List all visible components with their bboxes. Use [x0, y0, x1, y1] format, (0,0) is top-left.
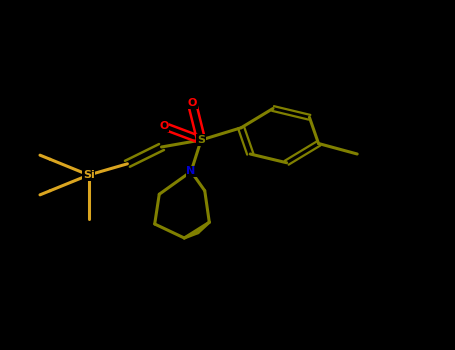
- Text: O: O: [159, 121, 168, 131]
- Text: S: S: [197, 135, 205, 145]
- Text: N: N: [187, 167, 196, 176]
- Text: Si: Si: [83, 170, 95, 180]
- Text: O: O: [187, 98, 197, 108]
